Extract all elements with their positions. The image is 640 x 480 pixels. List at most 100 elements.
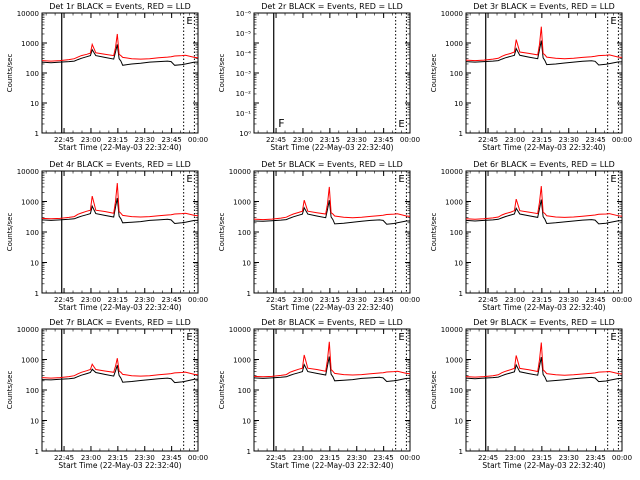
- y-axis-label: Counts/sec: [430, 371, 438, 410]
- y-tick-label: 1000: [21, 357, 39, 365]
- y-tick-label: 1000: [445, 357, 463, 365]
- y-tick-label: 1000: [233, 199, 251, 207]
- y-tick-label: 10⁻³: [236, 70, 252, 78]
- x-tick-label: 23:30: [559, 454, 579, 462]
- flare-letter-right: E: [610, 16, 616, 27]
- panel-title: Det 8r BLACK = Events, RED = LLD: [261, 318, 403, 327]
- x-tick-label: 00:00: [612, 454, 632, 462]
- x-tick-label: 00:00: [188, 454, 208, 462]
- panel-title: Det 5r BLACK = Events, RED = LLD: [261, 160, 403, 169]
- x-tick-label: 23:15: [532, 296, 552, 304]
- x-axis-label: Start Time (22-May-03 22:32:40): [270, 461, 393, 470]
- y-tick-label: 10: [454, 418, 463, 426]
- series-events-line: [253, 200, 410, 225]
- y-tick-label: 1000: [233, 357, 251, 365]
- y-tick-label: 10⁻⁵: [236, 30, 252, 38]
- y-tick-label: 10000: [229, 168, 251, 176]
- x-tick-label: 23:00: [293, 136, 313, 144]
- x-tick-label: 23:00: [81, 296, 101, 304]
- x-tick-label: 22:45: [478, 296, 498, 304]
- plot-frame: [253, 12, 411, 134]
- plot-frame: [41, 170, 199, 294]
- x-tick-label: 23:15: [320, 136, 340, 144]
- y-tick-label: 10000: [441, 168, 463, 176]
- panel-det-5: Det 5r BLACK = Events, RED = LLD 1 10 100 10…: [218, 160, 420, 312]
- flare-letter-right: E: [398, 174, 404, 185]
- x-tick-label: 23:15: [108, 136, 128, 144]
- x-tick-label: 23:15: [532, 454, 552, 462]
- flare-letter-right: E: [610, 174, 616, 185]
- x-tick-label: 23:00: [505, 454, 525, 462]
- panel-det-2: Det 2r BLACK = Events, RED = LLD 10⁰ 10⁻¹ 1…: [218, 2, 420, 152]
- y-tick-label: 100: [26, 229, 39, 237]
- y-tick-label: 10000: [17, 326, 39, 334]
- flare-letter-right: E: [610, 332, 616, 343]
- series-events-line: [465, 40, 622, 66]
- panel-det-1: Det 1r BLACK = Events, RED = LLD 1 10 100 10…: [6, 2, 208, 152]
- y-tick-label: 100: [450, 229, 463, 237]
- x-tick-label: 22:45: [478, 136, 498, 144]
- x-tick-label: 23:45: [162, 136, 182, 144]
- series-lld-line: [253, 341, 411, 378]
- x-axis-label: Start Time (22-May-03 22:32:40): [482, 303, 605, 312]
- y-tick-label: 10000: [17, 168, 39, 176]
- x-tick-label: 23:30: [347, 454, 367, 462]
- flare-letter-right: E: [186, 332, 192, 343]
- x-tick-label: 22:45: [266, 296, 286, 304]
- series-events-line: [465, 357, 622, 383]
- x-tick-label: 23:30: [347, 296, 367, 304]
- x-tick-label: 23:30: [347, 136, 367, 144]
- x-tick-label: 23:45: [374, 136, 394, 144]
- x-tick-label: 00:00: [400, 454, 420, 462]
- panel-title: Det 3r BLACK = Events, RED = LLD: [473, 2, 615, 11]
- panel-det-7: Det 7r BLACK = Events, RED = LLD 1 10 100 10…: [6, 318, 208, 470]
- x-tick-label: 00:00: [188, 296, 208, 304]
- y-tick-label: 10000: [17, 10, 39, 18]
- y-tick-label: 1: [459, 130, 463, 138]
- x-tick-label: 22:45: [54, 454, 74, 462]
- y-tick-label: 10⁻⁴: [236, 50, 252, 58]
- y-tick-label: 10000: [441, 326, 463, 334]
- panel-title: Det 9r BLACK = Events, RED = LLD: [473, 318, 615, 327]
- panel-det-4: Det 4r BLACK = Events, RED = LLD 1 10 100 10…: [6, 160, 208, 312]
- x-tick-label: 23:00: [293, 296, 313, 304]
- x-tick-label: 23:30: [559, 136, 579, 144]
- y-tick-label: 10: [242, 260, 251, 268]
- y-axis-label: Counts/sec: [218, 213, 226, 252]
- flare-letter-right: E: [186, 174, 192, 185]
- panel-title: Det 1r BLACK = Events, RED = LLD: [49, 2, 191, 11]
- series-events-line: [465, 199, 622, 225]
- plot-frame: [465, 170, 623, 294]
- x-axis-label: Start Time (22-May-03 22:32:40): [58, 143, 181, 152]
- x-axis-label: Start Time (22-May-03 22:32:40): [58, 303, 181, 312]
- x-axis-label: Start Time (22-May-03 22:32:40): [270, 143, 393, 152]
- x-axis-label: Start Time (22-May-03 22:32:40): [482, 461, 605, 470]
- x-tick-label: 00:00: [188, 136, 208, 144]
- x-tick-label: 23:00: [505, 136, 525, 144]
- panel-det-3: Det 3r BLACK = Events, RED = LLD 1 10 100 10…: [430, 2, 632, 152]
- x-tick-label: 23:15: [108, 454, 128, 462]
- y-axis-label: Counts/sec: [6, 54, 14, 93]
- y-axis-label: Counts/sec: [6, 213, 14, 252]
- y-tick-label: 1: [35, 130, 39, 138]
- panel-det-8: Det 8r BLACK = Events, RED = LLD 1 10 100 10…: [218, 318, 420, 470]
- y-axis-label: Counts/sec: [430, 213, 438, 252]
- x-tick-label: 23:15: [108, 296, 128, 304]
- y-axis-label: Counts/sec: [218, 54, 226, 93]
- x-tick-label: 23:00: [505, 296, 525, 304]
- series-lld-line: [41, 33, 199, 62]
- y-tick-label: 10: [454, 260, 463, 268]
- y-tick-label: 1: [35, 290, 39, 298]
- plot-frame: [41, 328, 199, 452]
- series-lld-line: [41, 183, 199, 220]
- y-tick-label: 100: [26, 70, 39, 78]
- panel-title: Det 4r BLACK = Events, RED = LLD: [49, 160, 191, 169]
- x-tick-label: 00:00: [400, 136, 420, 144]
- series-lld-line: [465, 186, 623, 220]
- x-axis-label: Start Time (22-May-03 22:32:40): [270, 303, 393, 312]
- x-tick-label: 23:45: [586, 136, 606, 144]
- series-events-line: [41, 365, 198, 384]
- y-tick-label: 1: [35, 448, 39, 456]
- y-tick-label: 100: [238, 229, 251, 237]
